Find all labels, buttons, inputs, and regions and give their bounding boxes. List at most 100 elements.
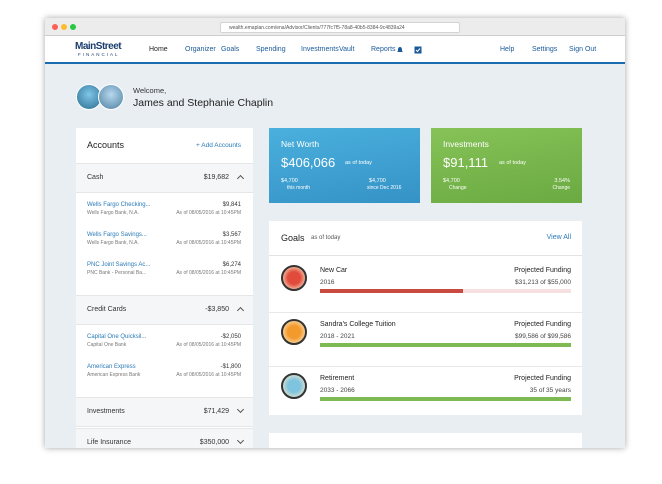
nav-link[interactable]: Reports	[371, 46, 396, 53]
as-of: As of 08/05/2016 at 10:45PM	[176, 372, 241, 378]
card-as-of: as of today	[499, 160, 526, 166]
progress-bar	[320, 343, 571, 347]
nav-link[interactable]: Settings	[532, 46, 558, 53]
view-all[interactable]: View All	[546, 234, 571, 241]
account-amount: $9,841	[222, 202, 241, 208]
institution: American Express Bank	[87, 372, 141, 378]
goal-name: Sandra's College Tuition	[320, 321, 396, 328]
change-label: this month	[287, 185, 311, 191]
logo: MainStreet	[75, 41, 122, 52]
close-button[interactable]	[52, 24, 58, 30]
net-worth-card: Net Worth $406,066 as of today $4,700 th…	[269, 128, 420, 203]
account-name[interactable]: PNC Joint Savings Ac...	[87, 262, 151, 268]
institution: Capital One Bank	[87, 342, 127, 348]
goal-name: New Car	[320, 267, 348, 274]
group-total: -$3,850	[205, 306, 229, 313]
nav-link[interactable]: Vault	[339, 46, 355, 53]
card-value: $91,111	[443, 155, 489, 170]
change: 3.54%	[554, 178, 570, 184]
group-header[interactable]	[76, 428, 253, 448]
change-label: Change	[449, 185, 467, 191]
funding: $99,586 of $99,586	[514, 333, 571, 340]
goal-icon	[281, 265, 307, 291]
as-of: As of 08/05/2016 at 10:45PM	[176, 240, 241, 246]
nav-link[interactable]: Goals	[221, 46, 240, 53]
group-header[interactable]	[76, 397, 253, 427]
goal-years: 2018 - 2021	[320, 333, 355, 340]
welcome: Welcome,	[133, 86, 167, 95]
group-header[interactable]	[76, 163, 253, 193]
funding-label: Projected Funding	[514, 267, 571, 274]
client-name: James and Stephanie Chaplin	[133, 97, 274, 109]
account-amount: -$1,800	[220, 364, 241, 370]
change-label: since Dec 2016	[367, 185, 402, 191]
investments-card: Investments $91,111 as of today $4,700 C…	[431, 128, 582, 203]
minimize-button[interactable]	[61, 24, 67, 30]
panel-title: Goals	[281, 233, 305, 243]
panel-title: Accounts	[87, 140, 125, 150]
account-amount: $3,567	[222, 232, 241, 238]
card-value: $406,066	[281, 155, 336, 170]
as-of: As of 08/05/2016 at 10:45PM	[176, 270, 241, 276]
account-amount: $6,274	[222, 262, 241, 268]
goal-years: 2016	[320, 279, 335, 286]
funding-label: Projected Funding	[514, 375, 571, 382]
account-name[interactable]: American Express	[87, 364, 136, 370]
goal-icon	[281, 373, 307, 399]
account-name[interactable]: Wells Fargo Checking...	[87, 202, 151, 208]
bell-icon[interactable]	[396, 46, 404, 54]
card-title: Net Worth	[281, 139, 320, 149]
goals-panel: Goals as of today View All New Car 2016 Pr…	[269, 221, 582, 415]
account-name[interactable]: Capital One Quicksil...	[87, 334, 147, 340]
add-accounts[interactable]: + Add Accounts	[196, 142, 241, 149]
nav-link[interactable]: Investments	[301, 46, 339, 53]
group-header[interactable]	[76, 295, 253, 325]
zoom-button[interactable]	[70, 24, 76, 30]
divider	[269, 312, 582, 313]
account-name[interactable]: Wells Fargo Savings...	[87, 232, 147, 238]
check-icon[interactable]	[414, 46, 422, 54]
progress-bar	[320, 289, 464, 293]
card-title: Investments	[443, 139, 489, 149]
institution: PNC Bank - Personal Ba...	[87, 270, 147, 276]
spending-panel	[269, 433, 582, 448]
funding: $31,213 of $55,000	[514, 279, 571, 286]
avatar	[98, 84, 124, 110]
logo-sub: FINANCIAL	[78, 52, 120, 57]
change: $4,700	[443, 178, 460, 184]
change: $4,700	[281, 178, 298, 184]
goal-name: Retirement	[320, 375, 355, 382]
group-total: $71,429	[203, 408, 229, 415]
nav-link[interactable]: Spending	[256, 46, 286, 53]
change: $4,700	[369, 178, 386, 184]
funding: 35 of 35 years	[529, 387, 571, 394]
group-total: $19,682	[203, 174, 229, 181]
group-name: Cash	[87, 174, 104, 181]
as-of: As of 08/05/2016 at 10:45PM	[176, 210, 241, 216]
progress-bar	[320, 397, 571, 401]
nav-link[interactable]: Sign Out	[569, 46, 597, 53]
url-field[interactable]: wealth.emaplan.com/ena/Advisor/Clients/7…	[220, 22, 460, 33]
group-total: $350,000	[199, 439, 229, 446]
nav-link[interactable]: Help	[500, 46, 515, 53]
nav-link[interactable]: Organizer	[185, 46, 216, 53]
as-of: As of 08/05/2016 at 10:45PM	[176, 342, 241, 348]
funding-label: Projected Funding	[514, 321, 571, 328]
institution: Wells Fargo Bank, N.A.	[87, 240, 139, 246]
goal-icon	[281, 319, 307, 345]
group-name: Investments	[87, 408, 125, 415]
card-as-of: as of today	[345, 160, 372, 166]
title-bar: wealth.emaplan.com/ena/Advisor/Clients/7…	[45, 18, 625, 36]
accounts-panel: Accounts + Add Accounts Cash $19,682 Wells…	[76, 128, 253, 448]
group-name: Life Insurance	[87, 439, 131, 446]
institution: Wells Fargo Bank, N.A.	[87, 210, 139, 216]
account-amount: -$2,050	[220, 334, 241, 340]
nav-link[interactable]: Home	[149, 46, 168, 53]
group-name: Credit Cards	[87, 306, 127, 313]
divider	[269, 255, 582, 256]
nav-bar	[45, 36, 625, 64]
divider	[269, 366, 582, 367]
change-label: Change	[552, 185, 570, 191]
goal-years: 2033 - 2066	[320, 387, 355, 394]
